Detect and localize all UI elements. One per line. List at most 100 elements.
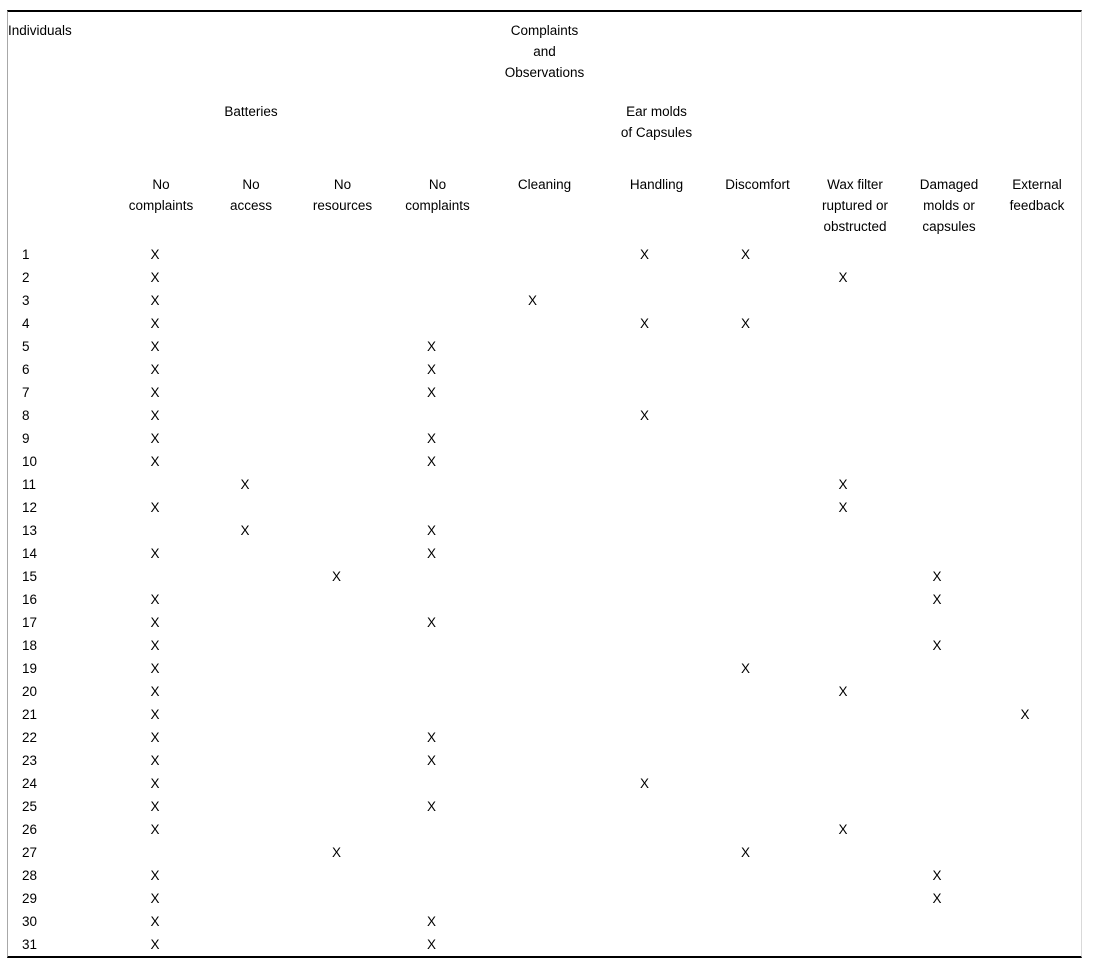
empty-cell — [710, 12, 805, 101]
empty-cell — [603, 703, 710, 726]
mark-x: X — [639, 316, 649, 331]
mark-x: X — [426, 914, 436, 929]
empty-cell — [710, 680, 805, 703]
mark-x: X — [150, 914, 160, 929]
individual-id: 23 — [22, 753, 38, 768]
empty-cell — [710, 910, 805, 933]
empty-cell — [603, 933, 710, 956]
empty-cell — [603, 795, 710, 818]
individual-id: 12 — [22, 500, 38, 515]
table-row: 26 X X — [8, 818, 1081, 841]
empty-cell — [710, 887, 805, 910]
column-header-cleaning: Cleaning — [486, 174, 603, 243]
empty-cell — [993, 841, 1081, 864]
individual-id: 19 — [22, 661, 38, 676]
individual-id: 8 — [22, 408, 30, 423]
mark-x: X — [932, 638, 942, 653]
empty-cell — [603, 450, 710, 473]
empty-cell — [389, 864, 486, 887]
mark-x: X — [150, 661, 160, 676]
empty-cell — [389, 588, 486, 611]
empty-cell — [993, 496, 1081, 519]
empty-cell — [486, 795, 603, 818]
empty-cell — [116, 473, 206, 496]
individual-id: 7 — [22, 385, 30, 400]
column-header-external-feedback: External feedback — [993, 174, 1081, 243]
empty-cell — [805, 772, 905, 795]
empty-cell — [993, 358, 1081, 381]
empty-cell — [993, 335, 1081, 358]
empty-cell — [905, 703, 993, 726]
empty-cell — [993, 381, 1081, 404]
header-row-groups: Batteries Ear molds of Capsules — [8, 101, 1081, 174]
empty-cell — [603, 565, 710, 588]
empty-cell — [710, 496, 805, 519]
empty-cell — [710, 542, 805, 565]
mark-x: X — [639, 408, 649, 423]
empty-cell — [603, 289, 710, 312]
group-header-batteries: Batteries — [224, 104, 278, 119]
empty-cell — [603, 611, 710, 634]
individual-id: 16 — [22, 592, 38, 607]
empty-cell — [296, 243, 389, 266]
empty-cell — [296, 473, 389, 496]
empty-cell — [206, 266, 296, 289]
empty-cell — [993, 588, 1081, 611]
mark-x: X — [1020, 707, 1030, 722]
mark-x: X — [240, 523, 250, 538]
mark-x: X — [527, 293, 537, 308]
individual-id: 11 — [22, 477, 37, 492]
column-header-label: No resources — [312, 177, 373, 213]
empty-cell — [206, 818, 296, 841]
empty-cell — [805, 12, 905, 101]
column-header-label: Wax filter ruptured or obstructed — [821, 177, 889, 234]
empty-cell — [206, 910, 296, 933]
mark-x: X — [426, 546, 436, 561]
mark-x: X — [150, 937, 160, 952]
table-row: 2 X X — [8, 266, 1081, 289]
empty-cell — [206, 381, 296, 404]
mark-x: X — [838, 477, 848, 492]
empty-cell — [296, 519, 389, 542]
empty-cell — [296, 12, 389, 101]
group-header-ear-molds-cell: Ear molds of Capsules — [603, 101, 710, 174]
mark-x: X — [150, 799, 160, 814]
empty-cell — [389, 473, 486, 496]
empty-cell — [993, 887, 1081, 910]
empty-cell — [603, 266, 710, 289]
mark-x: X — [150, 293, 160, 308]
mark-x: X — [150, 362, 160, 377]
empty-cell — [206, 680, 296, 703]
empty-cell — [710, 519, 805, 542]
table-row: 5 X X — [8, 335, 1081, 358]
empty-cell — [389, 243, 486, 266]
empty-cell — [805, 289, 905, 312]
empty-cell — [710, 703, 805, 726]
mark-x: X — [150, 891, 160, 906]
empty-cell — [710, 588, 805, 611]
empty-cell — [486, 933, 603, 956]
empty-cell — [993, 473, 1081, 496]
empty-cell — [993, 565, 1081, 588]
empty-cell — [710, 427, 805, 450]
mark-x: X — [426, 362, 436, 377]
empty-cell — [993, 243, 1081, 266]
empty-cell — [116, 12, 206, 101]
empty-cell — [206, 841, 296, 864]
table-row: 11 X X — [8, 473, 1081, 496]
empty-cell — [993, 933, 1081, 956]
empty-cell — [710, 795, 805, 818]
table-row: 14 X X — [8, 542, 1081, 565]
empty-cell — [486, 381, 603, 404]
individual-id: 1 — [22, 247, 30, 262]
table-row: 30 X X — [8, 910, 1081, 933]
empty-cell — [389, 101, 486, 174]
mark-x: X — [639, 776, 649, 791]
table-row: 29 X X — [8, 887, 1081, 910]
table-row: 17 X X — [8, 611, 1081, 634]
empty-cell — [905, 473, 993, 496]
mark-x: X — [150, 868, 160, 883]
empty-cell — [905, 335, 993, 358]
individual-id: 5 — [22, 339, 30, 354]
empty-cell — [116, 841, 206, 864]
